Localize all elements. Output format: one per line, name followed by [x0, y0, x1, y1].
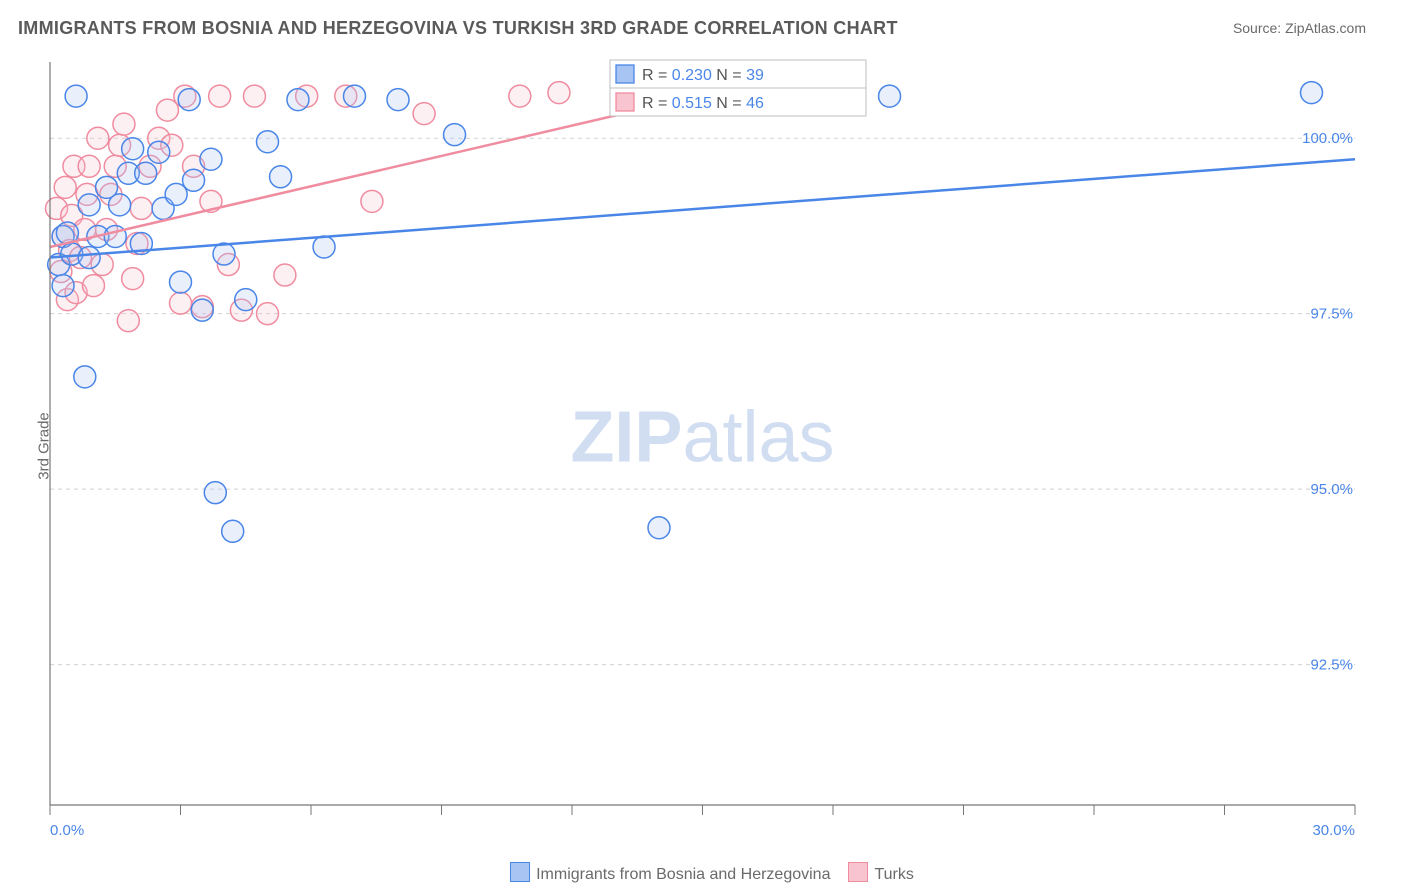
y-tick-label: 95.0%	[1310, 481, 1353, 498]
data-point	[344, 85, 366, 107]
stat-text: R = 0.230 N = 39	[642, 67, 764, 84]
data-point	[361, 190, 383, 212]
legend-label: Turks	[874, 866, 913, 883]
data-point	[78, 155, 100, 177]
data-point	[183, 169, 205, 191]
data-point	[257, 303, 279, 325]
watermark: ZIPatlas	[570, 398, 834, 478]
x-tick-label: 30.0%	[1312, 822, 1355, 839]
x-tick-label: 0.0%	[50, 822, 84, 839]
data-point	[170, 292, 192, 314]
data-point	[313, 236, 335, 258]
stat-swatch	[616, 65, 634, 83]
data-point	[204, 482, 226, 504]
stat-swatch	[616, 93, 634, 111]
data-point	[648, 517, 670, 539]
y-tick-label: 97.5%	[1310, 306, 1353, 323]
stat-text: R = 0.515 N = 46	[642, 95, 764, 112]
legend-label: Immigrants from Bosnia and Herzegovina	[536, 866, 830, 883]
data-point	[1301, 82, 1323, 104]
data-point	[209, 85, 231, 107]
data-point	[213, 243, 235, 265]
data-point	[78, 194, 100, 216]
data-point	[65, 85, 87, 107]
trend-line	[50, 159, 1355, 257]
data-point	[509, 85, 531, 107]
data-point	[270, 166, 292, 188]
source-prefix: Source:	[1233, 20, 1285, 36]
data-point	[222, 520, 244, 542]
plot-svg: 92.5%95.0%97.5%100.0%ZIPatlas0.0%30.0%R …	[50, 60, 1360, 810]
data-point	[387, 89, 409, 111]
data-point	[87, 127, 109, 149]
data-point	[548, 82, 570, 104]
legend-swatch	[510, 862, 530, 882]
data-point	[52, 275, 74, 297]
data-point	[879, 85, 901, 107]
legend-bottom: Immigrants from Bosnia and Herzegovina Tu…	[0, 862, 1406, 884]
legend-swatch	[848, 862, 868, 882]
data-point	[122, 138, 144, 160]
source-link[interactable]: ZipAtlas.com	[1285, 20, 1366, 36]
data-point	[130, 197, 152, 219]
y-tick-label: 100.0%	[1302, 130, 1353, 147]
data-point	[74, 366, 96, 388]
chart-title: IMMIGRANTS FROM BOSNIA AND HERZEGOVINA V…	[18, 18, 898, 39]
data-point	[170, 271, 192, 293]
y-tick-label: 92.5%	[1310, 657, 1353, 674]
data-point	[444, 124, 466, 146]
data-point	[148, 141, 170, 163]
data-point	[191, 299, 213, 321]
data-point	[257, 131, 279, 153]
data-point	[200, 148, 222, 170]
data-point	[122, 268, 144, 290]
data-point	[109, 194, 131, 216]
data-point	[117, 310, 139, 332]
scatter-plot: 92.5%95.0%97.5%100.0%ZIPatlas0.0%30.0%R …	[50, 60, 1360, 810]
data-point	[54, 176, 76, 198]
source-attribution: Source: ZipAtlas.com	[1233, 20, 1366, 36]
data-point	[274, 264, 296, 286]
data-point	[135, 162, 157, 184]
data-point	[287, 89, 309, 111]
data-point	[113, 113, 135, 135]
data-point	[235, 289, 257, 311]
data-point	[83, 275, 105, 297]
data-point	[413, 103, 435, 125]
data-point	[78, 247, 100, 269]
data-point	[243, 85, 265, 107]
data-point	[178, 89, 200, 111]
